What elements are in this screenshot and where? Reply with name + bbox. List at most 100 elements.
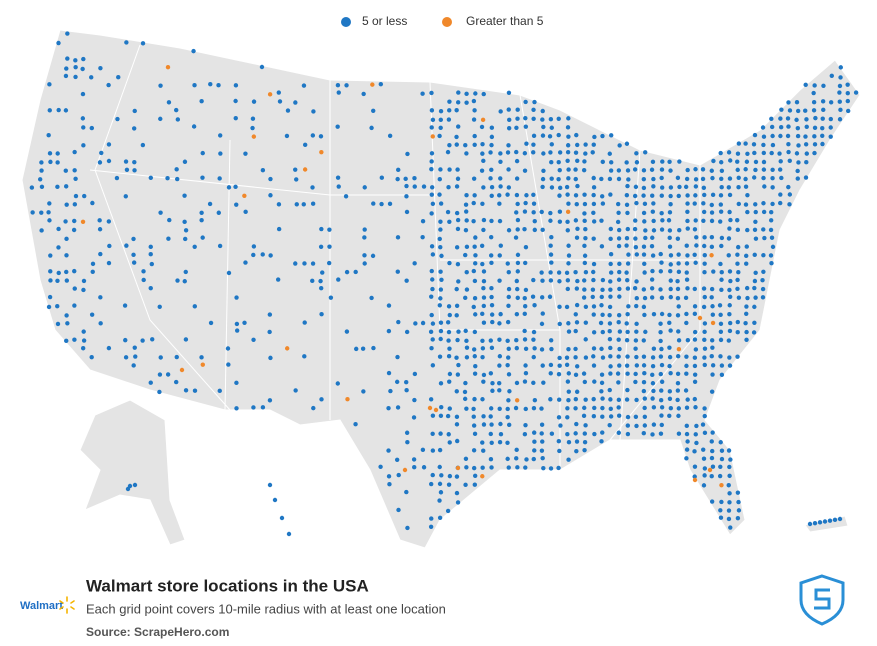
location-dot — [769, 124, 775, 130]
location-dot — [531, 277, 536, 283]
location-dot — [590, 150, 595, 155]
location-dot — [98, 295, 103, 300]
location-dot — [157, 304, 162, 310]
location-dot — [183, 228, 189, 233]
location-dot — [243, 260, 248, 265]
location-dot — [446, 185, 451, 190]
location-dot — [762, 184, 767, 189]
location-dot — [386, 405, 391, 411]
location-dot — [609, 133, 614, 138]
location-dot — [447, 108, 452, 113]
location-dot — [539, 448, 545, 453]
location-dot — [472, 244, 477, 249]
puerto-rico — [804, 515, 849, 533]
location-dot — [506, 355, 511, 360]
location-dot — [396, 167, 401, 173]
location-dot — [624, 243, 629, 248]
location-dot — [344, 83, 349, 88]
location-dot — [471, 406, 476, 412]
location-dot — [633, 245, 639, 250]
location-dot — [811, 108, 817, 113]
location-dot — [574, 448, 579, 454]
location-dot — [506, 269, 511, 275]
location-dot — [267, 398, 273, 403]
location-dot — [591, 363, 597, 368]
location-dot — [574, 132, 579, 138]
location-dot — [549, 125, 554, 130]
location-dot — [728, 457, 733, 462]
location-dot — [174, 167, 179, 172]
location-dot — [591, 142, 596, 147]
location-dot — [514, 158, 520, 164]
location-dot — [30, 210, 35, 215]
location-dot — [701, 456, 707, 461]
location-dot — [650, 193, 655, 198]
location-dot — [471, 465, 477, 471]
location-dot — [386, 328, 392, 334]
location-dot — [464, 338, 469, 344]
location-dot — [625, 286, 631, 291]
location-dot — [761, 227, 766, 232]
location-dot — [710, 320, 716, 326]
location-dot — [600, 277, 606, 283]
location-dot — [607, 422, 612, 428]
location-dot — [488, 338, 493, 343]
location-dot — [828, 100, 834, 105]
location-dot — [208, 81, 213, 87]
location-dot — [735, 319, 741, 325]
location-dot — [471, 176, 477, 181]
location-dot — [455, 217, 461, 223]
location-dot — [642, 219, 647, 224]
location-dot — [472, 354, 477, 359]
location-dot — [233, 115, 238, 121]
location-dot — [795, 125, 801, 131]
location-dot — [480, 338, 485, 344]
location-dot — [778, 200, 783, 206]
location-dot — [412, 371, 418, 377]
location-dot — [395, 354, 400, 360]
location-dot — [710, 192, 716, 198]
location-dot — [48, 253, 53, 258]
location-dot — [165, 372, 171, 377]
location-dot — [531, 142, 536, 147]
location-dot — [676, 304, 681, 309]
location-dot — [471, 304, 476, 310]
location-dot — [770, 175, 775, 181]
location-dot — [642, 261, 647, 267]
location-dot — [343, 194, 349, 199]
location-dot — [769, 150, 774, 156]
location-dot — [752, 150, 757, 156]
location-dot — [803, 82, 808, 88]
location-dot — [514, 210, 519, 215]
location-dot — [685, 286, 690, 291]
location-dot — [455, 465, 461, 471]
location-dot — [284, 133, 290, 139]
location-dot — [318, 134, 324, 139]
location-dot — [573, 346, 578, 352]
location-dot — [599, 244, 605, 249]
location-dot — [643, 228, 648, 233]
location-dot — [404, 183, 409, 189]
location-dot — [39, 168, 44, 173]
location-dot — [540, 227, 545, 233]
location-dot — [523, 287, 529, 293]
location-dot — [582, 379, 588, 385]
location-dot — [668, 262, 673, 267]
location-dot — [803, 134, 808, 139]
location-dot — [46, 132, 51, 138]
location-dot — [454, 355, 459, 360]
location-dot — [795, 133, 801, 139]
location-dot — [540, 363, 545, 368]
location-dot — [302, 261, 307, 266]
location-dot — [430, 286, 435, 292]
location-dot — [226, 185, 232, 190]
location-dot — [55, 321, 61, 327]
location-dot — [141, 269, 146, 274]
location-dot — [505, 338, 510, 343]
location-dot — [591, 414, 597, 419]
location-dot — [677, 159, 682, 164]
location-dot — [472, 133, 477, 139]
location-dot — [250, 125, 255, 131]
location-dot — [80, 66, 85, 72]
location-dot — [226, 270, 232, 276]
